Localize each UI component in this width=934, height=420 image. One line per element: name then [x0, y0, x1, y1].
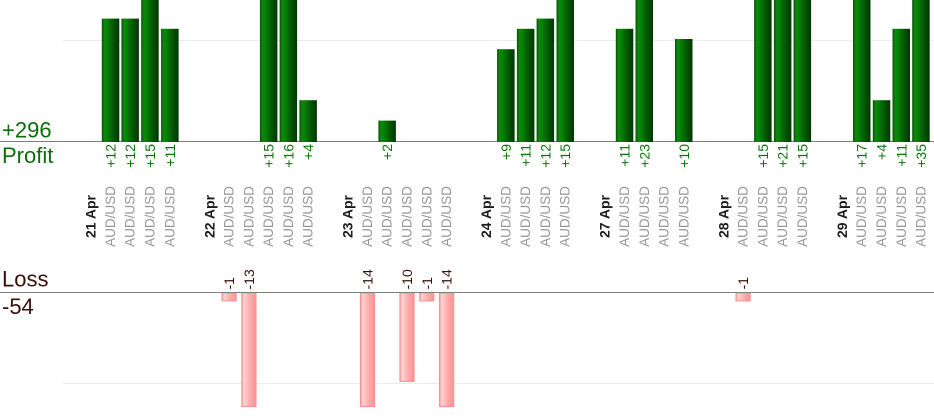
svg-text:AUD/USD: AUD/USD	[162, 186, 177, 247]
svg-text:AUD/USD: AUD/USD	[558, 186, 573, 247]
svg-text:+17: +17	[854, 144, 870, 168]
svg-text:-13: -13	[241, 269, 257, 289]
svg-text:29 Apr: 29 Apr	[834, 194, 850, 238]
svg-text:+9: +9	[498, 144, 514, 160]
svg-text:AUD/USD: AUD/USD	[301, 186, 316, 247]
svg-text:+23: +23	[636, 144, 652, 168]
svg-text:-14: -14	[439, 269, 455, 289]
svg-text:AUD/USD: AUD/USD	[281, 186, 296, 247]
svg-text:23 Apr: 23 Apr	[340, 194, 356, 238]
svg-text:AUD/USD: AUD/USD	[676, 186, 691, 247]
svg-text:AUD/USD: AUD/USD	[400, 186, 415, 247]
svg-text:AUD/USD: AUD/USD	[143, 186, 158, 247]
svg-text:+15: +15	[261, 144, 277, 168]
svg-text:AUD/USD: AUD/USD	[439, 186, 454, 247]
svg-text:AUD/USD: AUD/USD	[222, 186, 237, 247]
svg-text:+10: +10	[676, 144, 692, 168]
svg-text:AUD/USD: AUD/USD	[755, 186, 770, 247]
svg-text:+2: +2	[379, 144, 395, 160]
svg-text:+15: +15	[557, 144, 573, 168]
svg-text:AUD/USD: AUD/USD	[498, 186, 513, 247]
svg-text:+35: +35	[913, 144, 929, 168]
svg-text:AUD/USD: AUD/USD	[795, 186, 810, 247]
svg-text:+12: +12	[537, 144, 553, 168]
svg-text:+11: +11	[617, 144, 633, 167]
svg-text:AUD/USD: AUD/USD	[637, 186, 652, 247]
svg-text:22 Apr: 22 Apr	[201, 194, 217, 238]
svg-text:Profit: Profit	[2, 143, 53, 168]
svg-text:-1: -1	[221, 277, 237, 290]
svg-text:+15: +15	[755, 144, 771, 168]
svg-text:-14: -14	[360, 269, 376, 289]
svg-text:+15: +15	[794, 144, 810, 168]
svg-text:-54: -54	[2, 294, 34, 319]
svg-text:+11: +11	[893, 144, 909, 167]
svg-text:+12: +12	[103, 144, 119, 168]
svg-text:AUD/USD: AUD/USD	[360, 186, 375, 247]
svg-text:AUD/USD: AUD/USD	[103, 186, 118, 247]
svg-text:AUD/USD: AUD/USD	[241, 186, 256, 247]
svg-text:+4: +4	[300, 144, 316, 160]
svg-text:AUD/USD: AUD/USD	[261, 186, 276, 247]
svg-text:AUD/USD: AUD/USD	[617, 186, 632, 247]
svg-text:24 Apr: 24 Apr	[478, 194, 494, 238]
svg-text:+296: +296	[2, 118, 52, 143]
svg-text:28 Apr: 28 Apr	[715, 194, 731, 238]
svg-text:AUD/USD: AUD/USD	[894, 186, 909, 247]
svg-text:AUD/USD: AUD/USD	[854, 186, 869, 247]
svg-text:+15: +15	[142, 144, 158, 168]
svg-text:AUD/USD: AUD/USD	[380, 186, 395, 247]
svg-text:-1: -1	[419, 277, 435, 290]
svg-text:21 Apr: 21 Apr	[83, 194, 99, 238]
svg-text:-10: -10	[399, 269, 415, 289]
svg-text:Loss: Loss	[2, 267, 48, 292]
svg-text:+4: +4	[874, 144, 890, 160]
svg-text:AUD/USD: AUD/USD	[914, 186, 929, 247]
svg-text:AUD/USD: AUD/USD	[123, 186, 138, 247]
svg-text:AUD/USD: AUD/USD	[874, 186, 889, 247]
svg-text:-1: -1	[735, 277, 751, 290]
svg-text:AUD/USD: AUD/USD	[657, 186, 672, 247]
svg-text:+12: +12	[122, 144, 138, 168]
svg-text:AUD/USD: AUD/USD	[419, 186, 434, 247]
svg-text:+11: +11	[162, 144, 178, 167]
svg-text:+11: +11	[518, 144, 534, 167]
svg-text:+16: +16	[280, 144, 296, 168]
svg-text:AUD/USD: AUD/USD	[736, 186, 751, 247]
svg-text:AUD/USD: AUD/USD	[775, 186, 790, 247]
svg-text:AUD/USD: AUD/USD	[518, 186, 533, 247]
svg-text:AUD/USD: AUD/USD	[538, 186, 553, 247]
svg-text:27 Apr: 27 Apr	[597, 194, 613, 238]
svg-text:+21: +21	[775, 144, 791, 168]
